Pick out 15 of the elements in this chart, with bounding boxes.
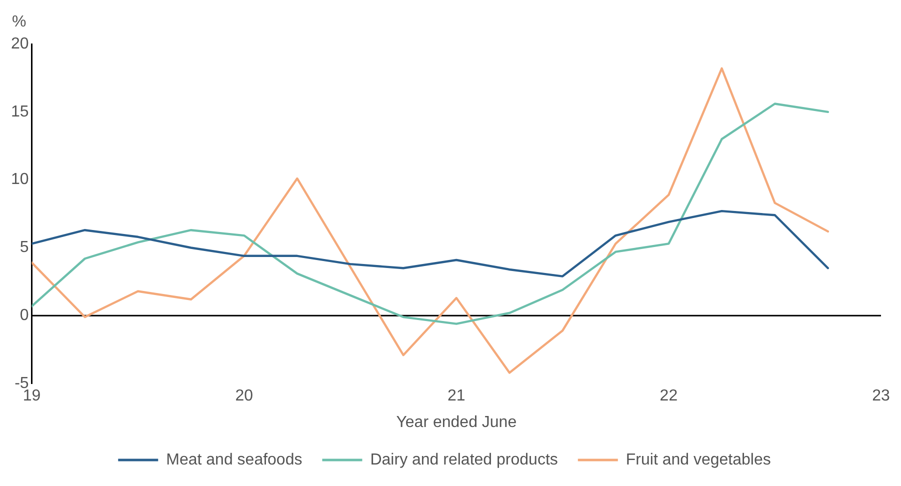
x-tick-label: 19 <box>22 388 41 405</box>
x-tick-label: 21 <box>448 388 466 405</box>
x-tick-label: 20 <box>235 388 254 405</box>
x-axis-title: Year ended June <box>396 414 517 431</box>
legend-label: Meat and seafoods <box>166 451 302 468</box>
y-tick-label: 20 <box>11 35 29 52</box>
x-tick-label: 23 <box>872 388 890 405</box>
x-tick-label: 22 <box>660 388 678 405</box>
y-axis-title: % <box>12 13 26 30</box>
legend-label: Dairy and related products <box>370 451 558 468</box>
y-tick-label: 15 <box>11 103 29 120</box>
y-tick-label: 0 <box>20 307 29 324</box>
legend-label: Fruit and vegetables <box>626 451 771 468</box>
y-tick-label: 5 <box>20 239 29 256</box>
y-tick-label: 10 <box>11 171 29 188</box>
